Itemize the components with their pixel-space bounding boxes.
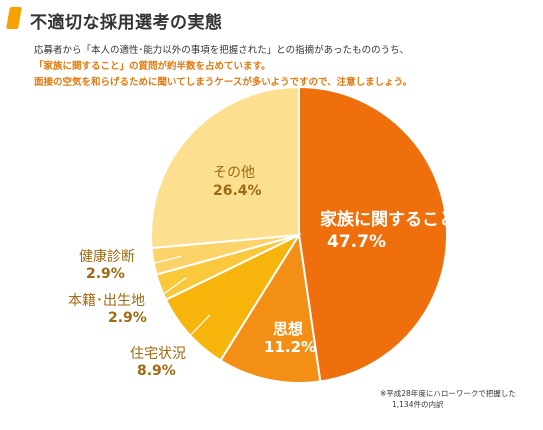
- slice-value-other: 26.4%: [213, 183, 262, 199]
- intro-line-2: 「家族に関すること」の質問が約半数を占めています。: [34, 61, 271, 72]
- intro-line-1: 応募者から「本人の適性･能力以外の事項を把握された」との指摘があったもののうち、: [34, 45, 410, 56]
- footnote: ※平成28年度にハローワークで把握した 1,134件の内訳: [380, 388, 516, 410]
- slice-label-other: その他: [213, 165, 255, 181]
- slice-value-ideology: 11.2%: [264, 338, 316, 356]
- leader-line-domicile: [157, 276, 188, 299]
- page-title: 不適切な採用選考の実態: [30, 13, 223, 33]
- slice-value-family: 47.7%: [327, 232, 386, 252]
- intro-text: 応募者から「本人の適性･能力以外の事項を把握された」との指摘があったもののうち、…: [34, 43, 412, 91]
- leader-line-health: [141, 255, 182, 267]
- footnote-line-2: 1,134件の内訳: [392, 400, 444, 409]
- slice-value-domicile: 2.9%: [108, 310, 147, 326]
- pie-slice-other: [150, 85, 300, 250]
- slice-value-housing: 8.9%: [137, 363, 176, 379]
- pie-slice-family: [298, 85, 449, 383]
- footnote-line-1: ※平成28年度にハローワークで把握した: [380, 389, 516, 398]
- slice-label-health: 健康診断: [79, 248, 135, 265]
- intro-line-3: 面接の空気を和らげるために聞いてしまうケースが多いようですので、注意しましょう。: [34, 77, 413, 88]
- slice-label-family: 家族に関すること: [320, 209, 456, 230]
- slice-value-health: 2.9%: [86, 266, 125, 282]
- slice-label-housing: 住宅状況: [130, 346, 186, 362]
- leader-line-housing: [181, 314, 211, 345]
- slice-label-ideology: 思想: [273, 320, 303, 338]
- pie-slice-housing: [164, 232, 302, 362]
- slice-label-domicile: 本籍･出生地: [68, 292, 145, 309]
- pie-slice-ideology: [219, 232, 322, 384]
